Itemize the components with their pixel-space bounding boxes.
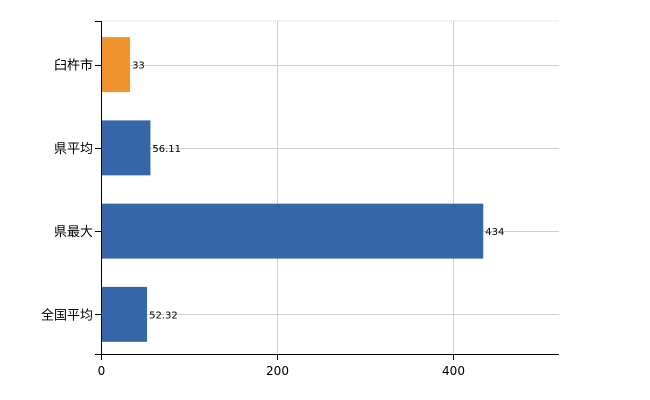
category-label-2: 県平均 <box>54 142 93 157</box>
data-label-4: 52.32 <box>149 310 178 321</box>
category-label-3: 県最大 <box>54 225 93 240</box>
category-label-4: 全国平均 <box>41 307 93 323</box>
bar-layer: 33 56.11 434 52.32 <box>101 37 504 342</box>
category-label-1: 臼杵市 <box>54 58 93 74</box>
bar-3 <box>101 203 484 259</box>
data-label-2: 56.11 <box>152 144 181 155</box>
bar-2 <box>101 120 151 176</box>
x-tick-label: 400 <box>442 364 465 378</box>
data-label-3: 434 <box>485 227 504 238</box>
bar-4 <box>101 286 148 342</box>
grid-layer <box>101 20 559 354</box>
x-tick-label: 0 <box>98 364 106 378</box>
x-tick-label: 200 <box>266 364 289 378</box>
bar-1 <box>101 37 131 93</box>
data-label-1: 33 <box>132 61 145 72</box>
